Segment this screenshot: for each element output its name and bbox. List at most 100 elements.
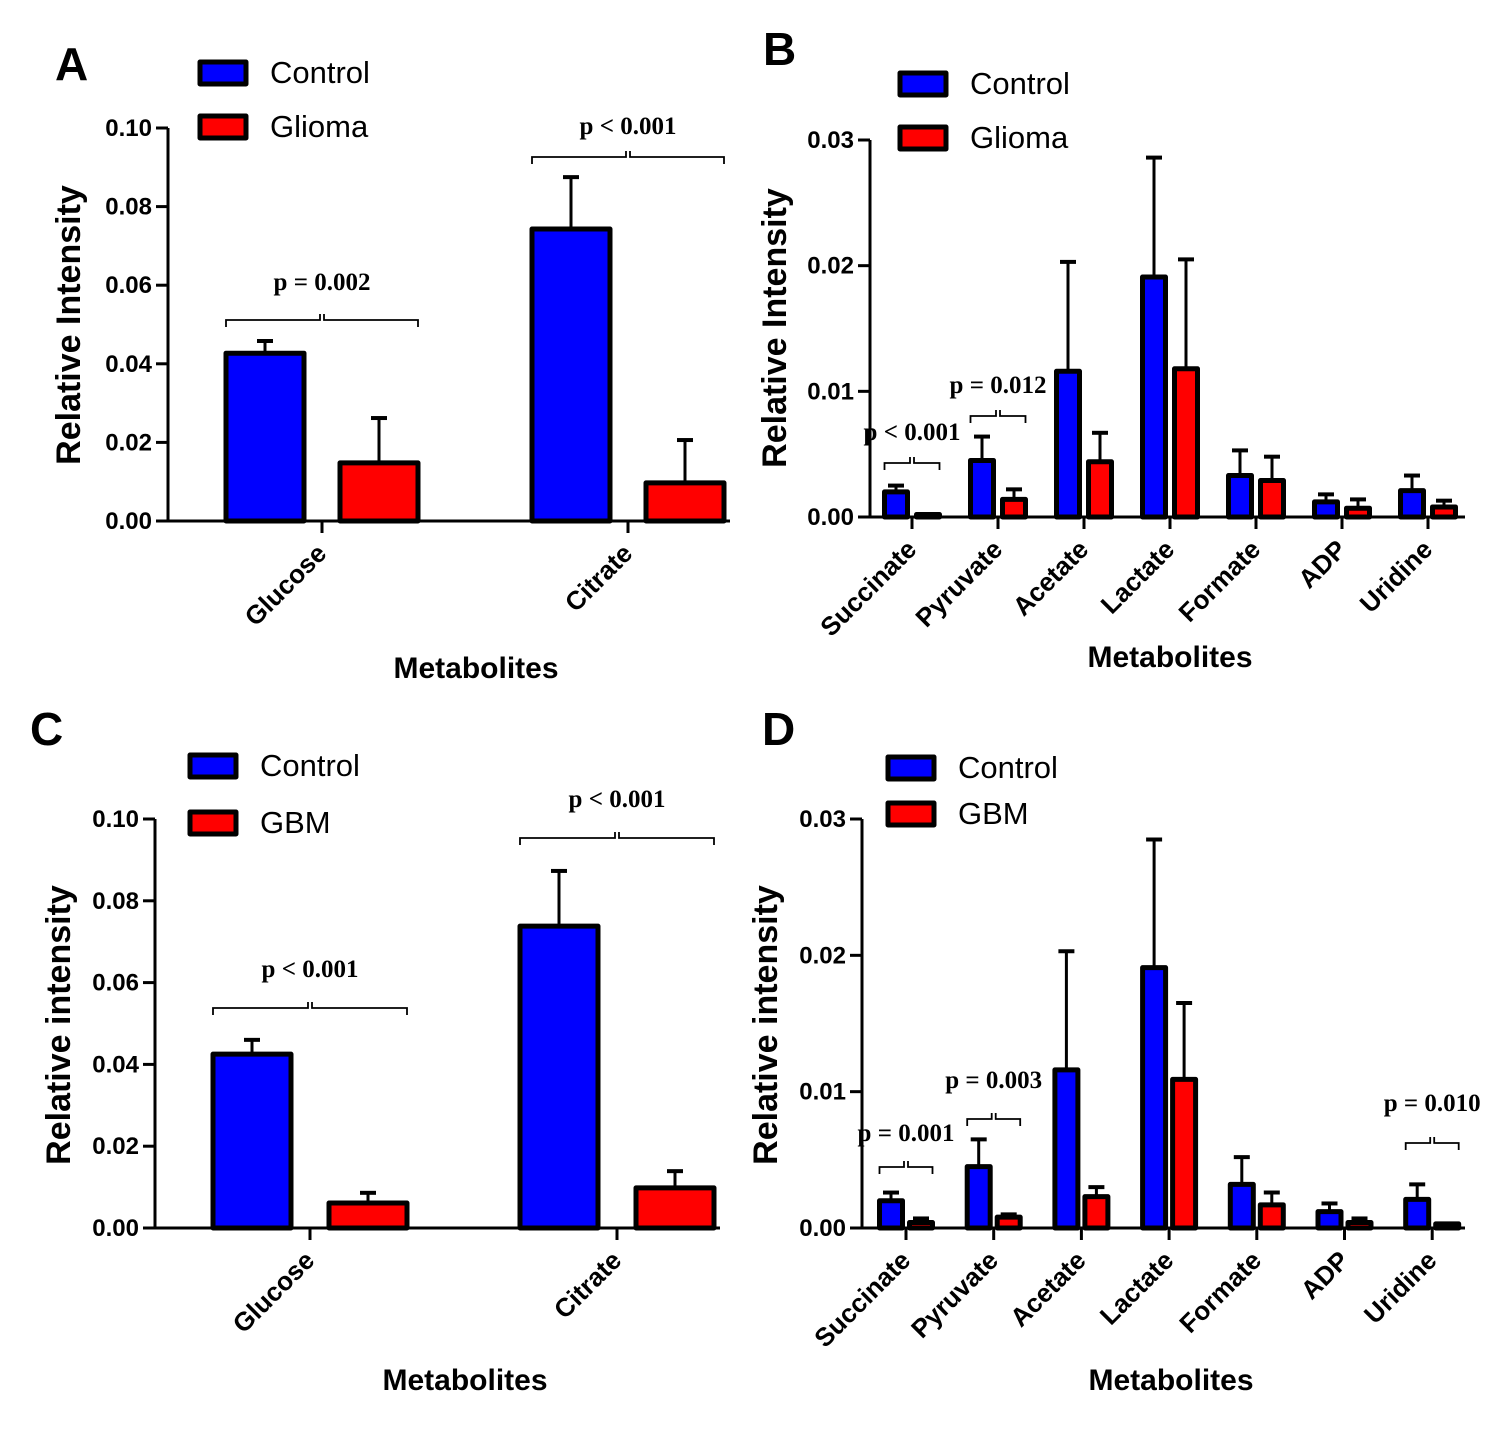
p-value-label: p = 0.010	[1384, 1090, 1481, 1117]
bar-glioma-glucose	[337, 460, 421, 524]
x-axis-title: Metabolites	[382, 1364, 547, 1397]
significance-bracket	[531, 151, 725, 164]
significance-bracket	[966, 1113, 1022, 1126]
x-tick-label: ADP	[1292, 534, 1352, 594]
bar-glioma-adp	[1344, 505, 1372, 520]
y-tick-label: 0.03	[807, 127, 854, 154]
bar-control-uridine	[1403, 1196, 1432, 1231]
y-axis-title: Relative Intensity	[50, 185, 88, 465]
bar-glioma-succinate	[914, 511, 942, 520]
x-tick-label: Formate	[1172, 534, 1266, 628]
bar-gbm-citrate	[633, 1185, 717, 1231]
bar-control-formate	[1226, 473, 1254, 520]
y-tick-label: 0.02	[105, 429, 152, 456]
legend-label: Control	[270, 55, 370, 90]
legend-label: Glioma	[270, 109, 369, 144]
significance-bracket	[878, 1161, 934, 1174]
bar-glioma-pyruvate	[1000, 496, 1028, 520]
x-tick-label: Glucose	[238, 538, 332, 632]
x-tick-label: Succinate	[808, 1245, 916, 1353]
bar-glioma-acetate	[1086, 459, 1114, 520]
p-value-label: p = 0.002	[274, 269, 371, 296]
significance-bracket	[1404, 1137, 1460, 1150]
panel-d: D 0.00 0.01 0.02 0.03 Relative intensity Metab…	[747, 703, 1481, 1397]
y-tick-label: 0.08	[105, 194, 152, 221]
bar-control-acetate	[1054, 368, 1082, 520]
y-tick-label: 0.01	[799, 1079, 846, 1106]
panel-b: B 0.00 0.01 0.02 0.03 Relative Intensity Metab…	[756, 23, 1465, 674]
y-tick-label: 0.10	[92, 806, 139, 833]
legend-label: Control	[970, 66, 1070, 101]
legend-label: GBM	[260, 805, 331, 840]
p-value-label: p < 0.001	[569, 786, 666, 813]
y-axis-title: Relative Intensity	[756, 188, 794, 468]
bar-gbm-succinate	[907, 1220, 935, 1231]
bar-control-adp	[1315, 1209, 1344, 1231]
y-tick-label: 0.06	[92, 970, 139, 997]
legend-swatch	[885, 754, 937, 782]
bar-control-acetate	[1052, 1067, 1081, 1231]
bar-control-uridine	[1398, 488, 1426, 520]
y-tick-label: 0.00	[799, 1215, 846, 1242]
p-value-label: p < 0.001	[580, 113, 677, 140]
y-tick-label: 0.10	[105, 115, 152, 142]
y-tick-label: 0.02	[92, 1133, 139, 1160]
panel-letter: A	[55, 38, 88, 90]
x-tick-label: ADP	[1295, 1245, 1355, 1305]
legend-swatch	[187, 752, 239, 780]
significance-bracket	[225, 314, 419, 327]
bar-control-lactate	[1140, 274, 1168, 520]
bar-glioma-lactate	[1172, 366, 1200, 520]
bar-glioma-citrate	[643, 480, 727, 524]
significance-bracket	[969, 410, 1027, 423]
legend-swatch	[197, 59, 249, 87]
significance-bracket	[519, 832, 715, 845]
bar-control-formate	[1227, 1181, 1256, 1231]
y-tick-label: 0.04	[92, 1051, 139, 1078]
legend-label: Glioma	[970, 120, 1069, 155]
x-tick-label: Acetate	[1004, 1245, 1092, 1333]
bar-control-adp	[1312, 499, 1340, 520]
x-tick-label: Uridine	[1358, 1245, 1443, 1330]
y-tick-label: 0.03	[799, 806, 846, 833]
x-tick-label: Citrate	[559, 538, 638, 617]
y-tick-label: 0.00	[807, 504, 854, 531]
y-tick-label: 0.00	[92, 1215, 139, 1242]
x-tick-label: Lactate	[1094, 1245, 1180, 1331]
bar-control-succinate	[882, 489, 910, 520]
bar-control-succinate	[877, 1198, 905, 1231]
panel-c: C 0.00 0.02 0.04 0.06 0.08 0.10 Relative intens…	[30, 703, 720, 1397]
y-tick-label: 0.06	[105, 272, 152, 299]
bar-glioma-formate	[1258, 478, 1286, 520]
y-axis-title: Relative intensity	[40, 885, 78, 1165]
legend-swatch	[897, 124, 949, 152]
p-value-label: p = 0.001	[858, 1120, 955, 1147]
legend-label: GBM	[958, 796, 1029, 831]
legend-swatch	[885, 800, 937, 828]
y-tick-label: 0.00	[105, 508, 152, 535]
bar-gbm-adp	[1345, 1220, 1374, 1231]
significance-bracket	[883, 457, 941, 470]
panel-letter: B	[763, 23, 796, 75]
bar-gbm-pyruvate	[994, 1214, 1023, 1231]
bar-gbm-lactate	[1170, 1076, 1199, 1231]
y-tick-label: 0.01	[807, 378, 854, 405]
legend-swatch	[187, 809, 239, 837]
y-tick-label: 0.08	[92, 888, 139, 915]
p-value-label: p = 0.003	[945, 1067, 1042, 1094]
y-tick-label: 0.02	[799, 942, 846, 969]
bar-gbm-formate	[1257, 1202, 1286, 1231]
bar-control-pyruvate	[964, 1164, 993, 1231]
x-axis-title: Metabolites	[1088, 1364, 1253, 1397]
x-tick-label: Acetate	[1007, 534, 1095, 622]
x-tick-label: Succinate	[814, 534, 922, 642]
bar-gbm-glucose	[326, 1200, 410, 1231]
x-tick-label: Uridine	[1354, 534, 1439, 619]
p-value-label: p < 0.001	[262, 956, 359, 983]
p-value-label: p = 0.012	[950, 372, 1047, 399]
legend-swatch	[897, 70, 949, 98]
bar-control-citrate	[529, 226, 613, 524]
bar-control-pyruvate	[968, 457, 996, 520]
legend-label: Control	[260, 748, 360, 783]
